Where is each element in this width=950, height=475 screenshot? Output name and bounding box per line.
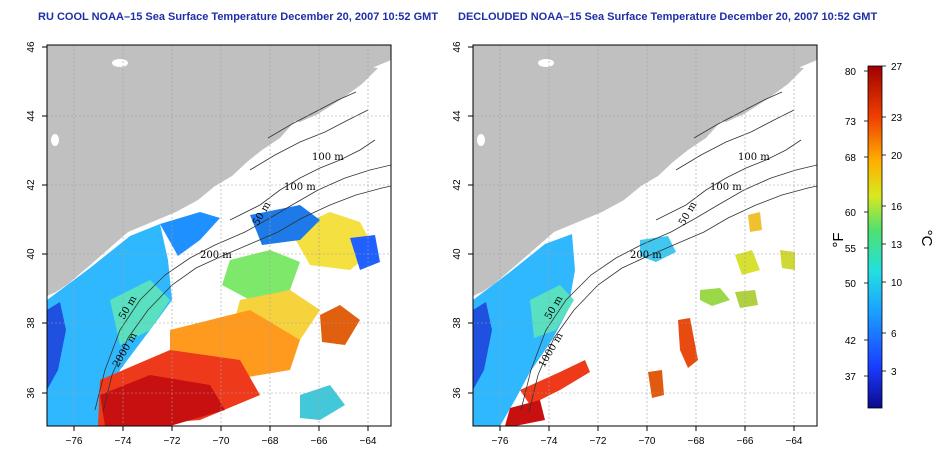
x-axis [73, 426, 369, 431]
map-grid [47, 45, 391, 426]
contour-label: 200 m [200, 250, 232, 261]
celsius-tick: 6 [891, 329, 897, 340]
x-tick-label: −64 [786, 436, 803, 447]
celsius-tick: 10 [891, 278, 903, 289]
y-tick-label: 40 [26, 248, 37, 260]
x-axis [499, 426, 795, 431]
contour-label: 100 m [738, 152, 770, 163]
nova-scotia [286, 66, 378, 122]
gulf-of-maine-water [626, 76, 817, 228]
map-frame [46, 44, 392, 427]
gulf-of-maine-water [200, 76, 391, 228]
colorbar-scale [867, 65, 883, 409]
x-tick-label: −70 [213, 436, 230, 447]
x-tick-label: −76 [66, 436, 83, 447]
temperature-colorbar: 80 73 68 60 55 50 42 37 27 23 20 16 13 1… [830, 62, 935, 409]
left-map-title: RU COOL NOAA–15 Sea Surface Temperature … [38, 11, 439, 23]
y-tick-label: 36 [452, 387, 463, 399]
y-axis [468, 46, 473, 394]
y-tick-label: 38 [26, 317, 37, 329]
fahrenheit-unit-label: °F [830, 232, 847, 247]
lake [112, 59, 128, 67]
fahrenheit-tick: 80 [845, 67, 857, 78]
celsius-tick: 20 [891, 151, 903, 162]
x-tick-label: −76 [492, 436, 509, 447]
fahrenheit-tick: 55 [845, 244, 857, 255]
contour-label: 200 m [630, 250, 662, 261]
x-tick-label: −68 [688, 436, 705, 447]
map-frame [472, 44, 818, 427]
left-map-panel: 100 m 100 m 50 m 200 m 50 m 2000 m −76 −… [26, 41, 392, 447]
fahrenheit-tick: 42 [845, 336, 857, 347]
fahrenheit-tick: 50 [845, 279, 857, 290]
right-map-panel: 100 m 100 m 50 m 200 m 50 m 1000 m −76 −… [452, 41, 818, 447]
x-tick-label: −74 [541, 436, 558, 447]
celsius-tick: 23 [891, 113, 903, 124]
y-tick-label: 42 [452, 179, 463, 191]
lake [51, 134, 59, 146]
bathymetry-contours [520, 91, 817, 413]
lake [477, 134, 485, 146]
y-tick-label: 46 [26, 41, 37, 53]
celsius-tick: 3 [891, 367, 897, 378]
fahrenheit-tick: 73 [845, 117, 857, 128]
celsius-unit-label: °C [918, 230, 935, 247]
x-tick-label: −74 [115, 436, 132, 447]
y-tick-label: 44 [452, 110, 463, 122]
x-tick-label: −72 [164, 436, 181, 447]
fahrenheit-tick: 68 [845, 153, 857, 164]
celsius-tick: 16 [891, 202, 903, 213]
y-tick-label: 38 [452, 317, 463, 329]
y-tick-label: 44 [26, 110, 37, 122]
right-map-title: DECLOUDED NOAA–15 Sea Surface Temperatur… [458, 11, 878, 23]
x-tick-label: −68 [262, 436, 279, 447]
sst-field [47, 205, 380, 426]
nova-scotia [712, 66, 804, 122]
bathymetry-contours [94, 91, 391, 413]
x-tick-label: −72 [590, 436, 607, 447]
x-tick-label: −70 [639, 436, 656, 447]
fahrenheit-tick: 60 [845, 208, 857, 219]
y-tick-label: 46 [452, 41, 463, 53]
y-tick-label: 36 [26, 387, 37, 399]
lake [538, 59, 554, 67]
y-tick-label: 42 [26, 179, 37, 191]
contour-label: 100 m [710, 182, 742, 193]
map-grid [473, 45, 817, 426]
x-tick-label: −66 [737, 436, 754, 447]
contour-label: 100 m [284, 182, 316, 193]
x-tick-label: −66 [311, 436, 328, 447]
fahrenheit-tick: 37 [845, 372, 857, 383]
celsius-tick: 13 [891, 240, 903, 251]
celsius-tick: 27 [891, 62, 903, 73]
y-tick-label: 40 [452, 248, 463, 260]
y-axis [42, 46, 47, 394]
x-tick-label: −64 [360, 436, 377, 447]
contour-label: 100 m [312, 152, 344, 163]
